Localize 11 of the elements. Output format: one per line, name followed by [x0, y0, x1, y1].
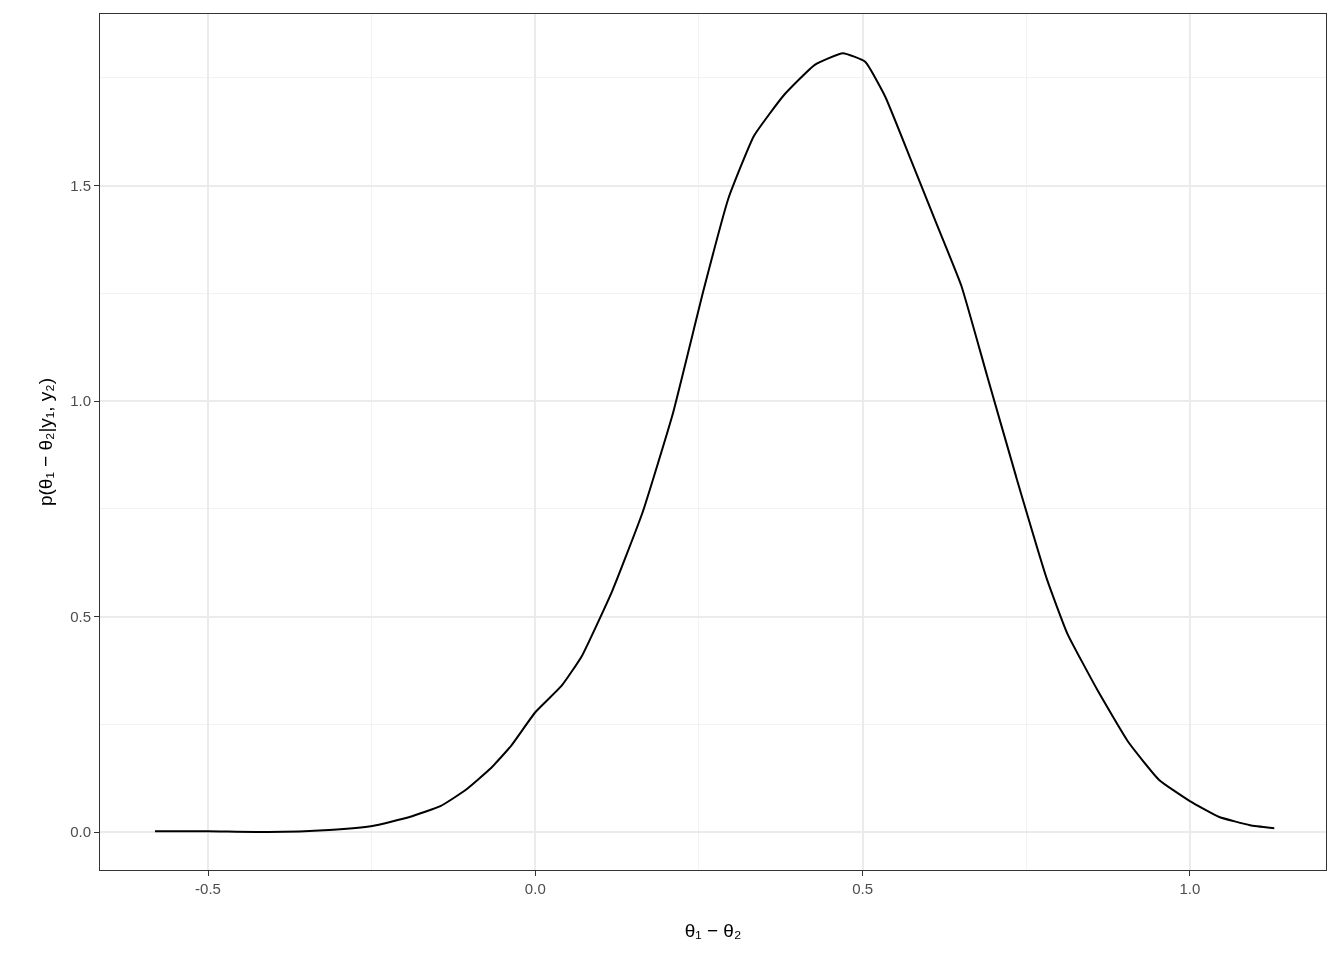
x-tick-label: 0.5 [852, 880, 873, 897]
x-tick-label: 0.0 [524, 880, 546, 897]
y-tick-label: 1.0 [70, 392, 91, 410]
x-tick-label: 1.0 [1179, 880, 1201, 897]
x-tick-label: -0.5 [195, 880, 221, 897]
y-tick-label: 0.5 [70, 607, 91, 625]
y-axis-title: p(θ₁ − θ₂|y₁, y₂) [35, 377, 56, 507]
y-tick-label: 1.5 [70, 176, 91, 194]
y-tick-label: 0.0 [70, 823, 91, 841]
line-series [153, 52, 1276, 834]
x-axis-title: θ₁ − θ₂ [684, 920, 742, 941]
